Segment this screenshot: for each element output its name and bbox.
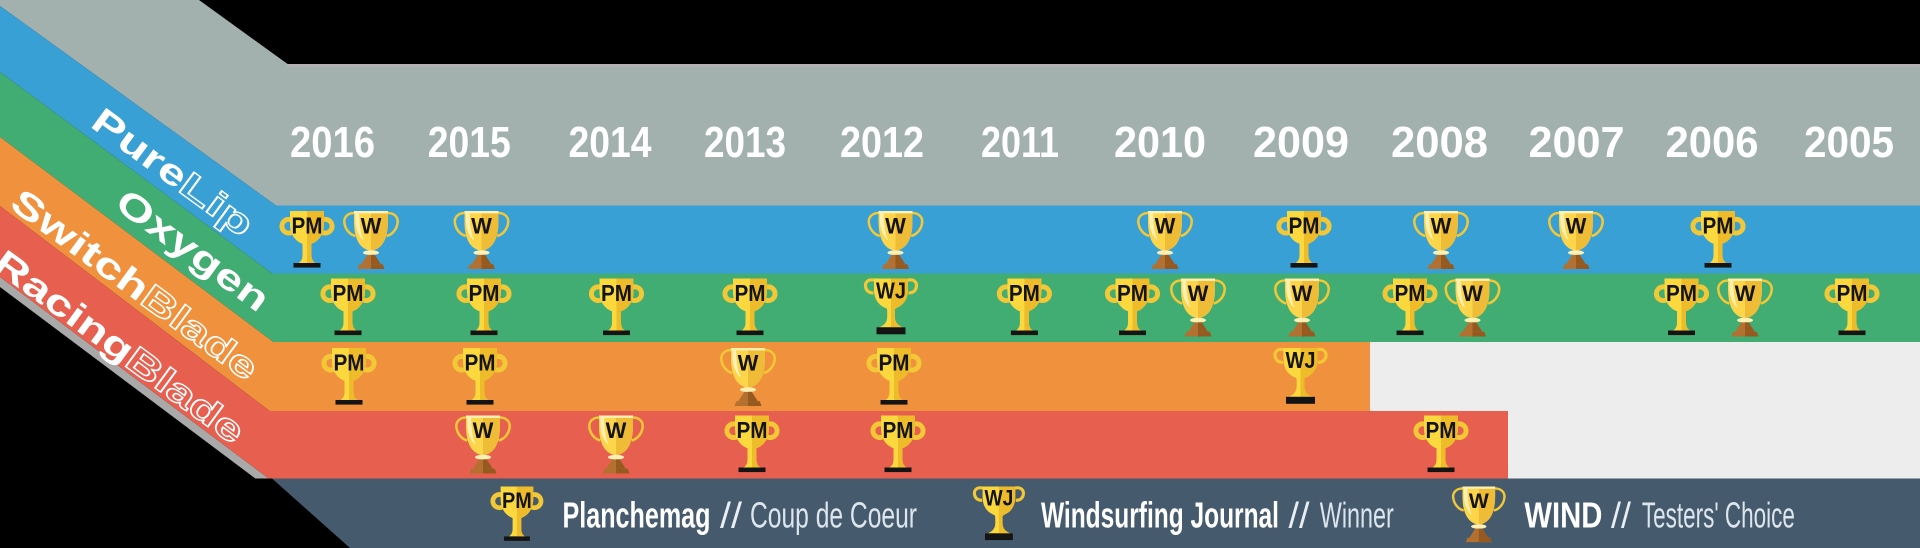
- svg-text:Testers' Choice: Testers' Choice: [1642, 495, 1795, 536]
- svg-text:2015: 2015: [428, 118, 511, 167]
- svg-text:2005: 2005: [1804, 118, 1894, 167]
- svg-text:2006: 2006: [1666, 118, 1759, 167]
- svg-text:PM: PM: [1703, 213, 1734, 239]
- svg-text:2010: 2010: [1114, 118, 1206, 167]
- svg-text:PM: PM: [1289, 213, 1320, 239]
- svg-text:PM: PM: [465, 350, 496, 376]
- svg-text:2009: 2009: [1253, 118, 1349, 167]
- svg-text:W: W: [473, 418, 494, 443]
- svg-text:W: W: [1462, 281, 1483, 306]
- svg-text:PM: PM: [1426, 417, 1457, 443]
- svg-text:PM: PM: [1666, 280, 1697, 306]
- svg-text:Windsurfing Journal: Windsurfing Journal: [1041, 495, 1279, 536]
- svg-text:WJ: WJ: [1286, 347, 1316, 373]
- svg-text:PM: PM: [883, 417, 914, 443]
- svg-text:W: W: [471, 214, 492, 239]
- svg-text:W: W: [361, 214, 382, 239]
- svg-text:W: W: [1431, 214, 1452, 239]
- svg-text:2008: 2008: [1391, 118, 1488, 167]
- svg-text:2013: 2013: [704, 118, 786, 167]
- svg-text:2016: 2016: [290, 118, 375, 167]
- svg-text:PM: PM: [1117, 280, 1148, 306]
- svg-text:W: W: [606, 418, 627, 443]
- svg-text:PM: PM: [334, 350, 365, 376]
- svg-text:WJ: WJ: [876, 278, 906, 304]
- svg-text:PM: PM: [737, 417, 768, 443]
- svg-text:PM: PM: [292, 213, 323, 239]
- svg-text:2012: 2012: [840, 118, 924, 167]
- svg-text:PM: PM: [333, 280, 364, 306]
- svg-text://: //: [1289, 495, 1310, 536]
- svg-text:2011: 2011: [981, 118, 1059, 167]
- svg-text:PM: PM: [879, 350, 910, 376]
- svg-text:W: W: [1155, 214, 1176, 239]
- svg-text:W: W: [1292, 281, 1313, 306]
- svg-text:W: W: [885, 214, 906, 239]
- svg-text:PM: PM: [502, 488, 532, 513]
- svg-text:PM: PM: [1009, 280, 1040, 306]
- svg-text:2014: 2014: [569, 118, 652, 167]
- svg-text:PM: PM: [469, 280, 500, 306]
- svg-text:PM: PM: [1395, 280, 1426, 306]
- svg-text:WIND: WIND: [1524, 495, 1602, 536]
- svg-text:PM: PM: [735, 280, 766, 306]
- svg-text:2007: 2007: [1529, 118, 1625, 167]
- svg-text:W: W: [1735, 281, 1756, 306]
- svg-text:Planchemag: Planchemag: [563, 495, 711, 536]
- svg-text:WJ: WJ: [985, 486, 1014, 511]
- svg-text:PM: PM: [1837, 280, 1868, 306]
- svg-text:W: W: [1469, 490, 1489, 513]
- svg-text://: //: [720, 495, 742, 536]
- svg-text://: //: [1611, 495, 1631, 536]
- svg-text:PM: PM: [601, 280, 632, 306]
- svg-text:W: W: [738, 351, 759, 376]
- svg-text:Winner: Winner: [1320, 495, 1394, 536]
- svg-text:W: W: [1566, 214, 1587, 239]
- svg-text:W: W: [1188, 281, 1209, 306]
- svg-text:Coup de Coeur: Coup de Coeur: [750, 495, 917, 536]
